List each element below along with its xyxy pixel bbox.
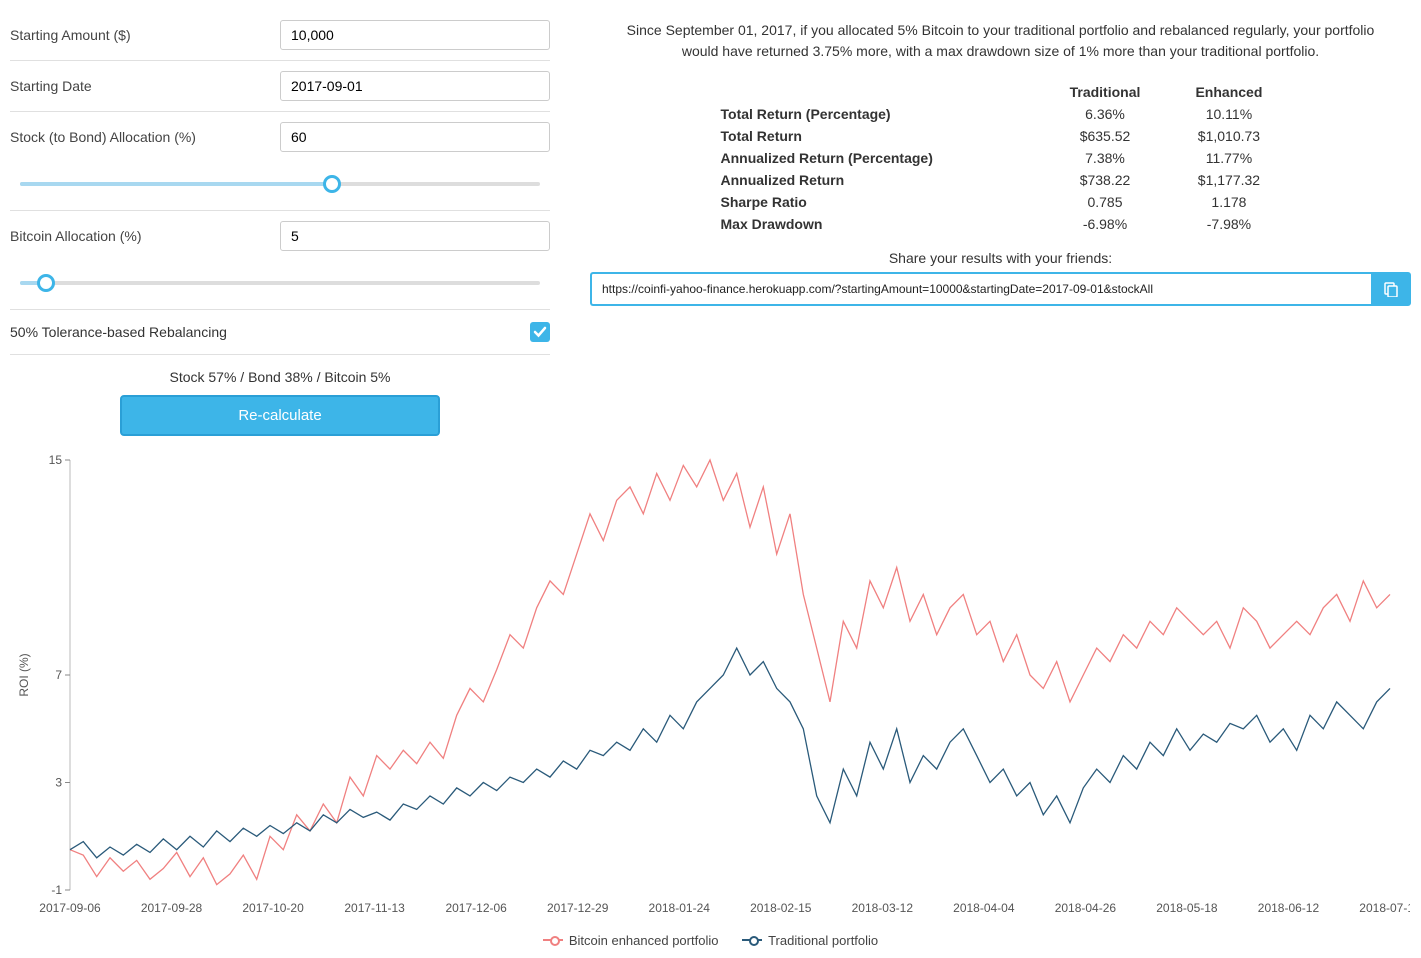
results-row: Annualized Return (Percentage)7.38%11.77… — [713, 148, 1289, 168]
copy-icon — [1383, 281, 1399, 297]
bitcoin-allocation-row: Bitcoin Allocation (%) — [10, 211, 550, 261]
results-table: TraditionalEnhanced Total Return (Percen… — [711, 80, 1291, 236]
starting-date-label: Starting Date — [10, 78, 280, 94]
rebalancing-checkbox[interactable] — [530, 322, 550, 342]
svg-text:7: 7 — [55, 668, 62, 682]
svg-text:2018-07-13: 2018-07-13 — [1359, 901, 1410, 915]
legend-traditional: Traditional portfolio — [742, 933, 878, 948]
starting-amount-row: Starting Amount ($) — [10, 10, 550, 61]
recalculate-button[interactable]: Re-calculate — [120, 395, 440, 436]
svg-text:2017-12-29: 2017-12-29 — [547, 901, 609, 915]
results-header: Traditional — [1043, 82, 1168, 102]
starting-amount-label: Starting Amount ($) — [10, 27, 280, 43]
copy-button[interactable] — [1371, 272, 1411, 306]
starting-amount-input[interactable] — [280, 20, 550, 50]
roi-chart: -1 3 7 15 ROI (%) 2017-09-06 2017-09-28 2017-10… — [10, 450, 1411, 948]
svg-text:2017-09-06: 2017-09-06 — [39, 901, 101, 915]
starting-date-input[interactable] — [280, 71, 550, 101]
svg-text:2018-05-18: 2018-05-18 — [1156, 901, 1218, 915]
chart-legend: Bitcoin enhanced portfolio Traditional p… — [10, 923, 1411, 948]
rebalancing-label: 50% Tolerance-based Rebalancing — [10, 324, 227, 340]
stock-slider-thumb[interactable] — [323, 175, 341, 193]
legend-enhanced: Bitcoin enhanced portfolio — [543, 933, 719, 948]
stock-allocation-input[interactable] — [280, 122, 550, 152]
results-row: Total Return (Percentage)6.36%10.11% — [713, 104, 1289, 124]
svg-text:15: 15 — [49, 453, 63, 467]
bitcoin-allocation-slider[interactable] — [20, 273, 540, 293]
results-header: Enhanced — [1169, 82, 1288, 102]
svg-text:2018-03-12: 2018-03-12 — [852, 901, 914, 915]
stock-allocation-slider-wrap — [10, 162, 550, 211]
svg-text:ROI (%): ROI (%) — [17, 653, 31, 696]
svg-text:2018-06-12: 2018-06-12 — [1258, 901, 1320, 915]
svg-text:2018-04-26: 2018-04-26 — [1055, 901, 1117, 915]
svg-text:2018-02-15: 2018-02-15 — [750, 901, 812, 915]
bitcoin-allocation-input[interactable] — [280, 221, 550, 251]
summary-text: Since September 01, 2017, if you allocat… — [590, 10, 1411, 80]
check-icon — [533, 325, 547, 339]
results-header — [713, 82, 1041, 102]
results-row: Sharpe Ratio0.7851.178 — [713, 192, 1289, 212]
rebalancing-row: 50% Tolerance-based Rebalancing — [10, 310, 550, 355]
svg-text:2018-04-04: 2018-04-04 — [953, 901, 1015, 915]
svg-text:3: 3 — [55, 776, 62, 790]
share-url-input[interactable] — [590, 272, 1371, 306]
starting-date-row: Starting Date — [10, 61, 550, 112]
svg-text:2017-11-13: 2017-11-13 — [344, 901, 405, 915]
stock-allocation-label: Stock (to Bond) Allocation (%) — [10, 129, 280, 145]
allocation-summary: Stock 57% / Bond 38% / Bitcoin 5% — [10, 355, 550, 395]
bitcoin-allocation-slider-wrap — [10, 261, 550, 310]
svg-text:2017-10-20: 2017-10-20 — [242, 901, 304, 915]
svg-text:2017-09-28: 2017-09-28 — [141, 901, 203, 915]
bitcoin-allocation-label: Bitcoin Allocation (%) — [10, 228, 280, 244]
svg-text:-1: -1 — [51, 883, 62, 897]
results-row: Annualized Return$738.22$1,177.32 — [713, 170, 1289, 190]
chart-svg: -1 3 7 15 ROI (%) 2017-09-06 2017-09-28 2017-10… — [10, 450, 1410, 920]
share-row — [590, 272, 1411, 306]
stock-allocation-row: Stock (to Bond) Allocation (%) — [10, 112, 550, 162]
stock-allocation-slider[interactable] — [20, 174, 540, 194]
bitcoin-slider-thumb[interactable] — [37, 274, 55, 292]
results-row: Max Drawdown-6.98%-7.98% — [713, 214, 1289, 234]
share-label: Share your results with your friends: — [590, 236, 1411, 272]
svg-text:2018-01-24: 2018-01-24 — [649, 901, 711, 915]
results-row: Total Return$635.52$1,010.73 — [713, 126, 1289, 146]
svg-text:2017-12-06: 2017-12-06 — [445, 901, 507, 915]
